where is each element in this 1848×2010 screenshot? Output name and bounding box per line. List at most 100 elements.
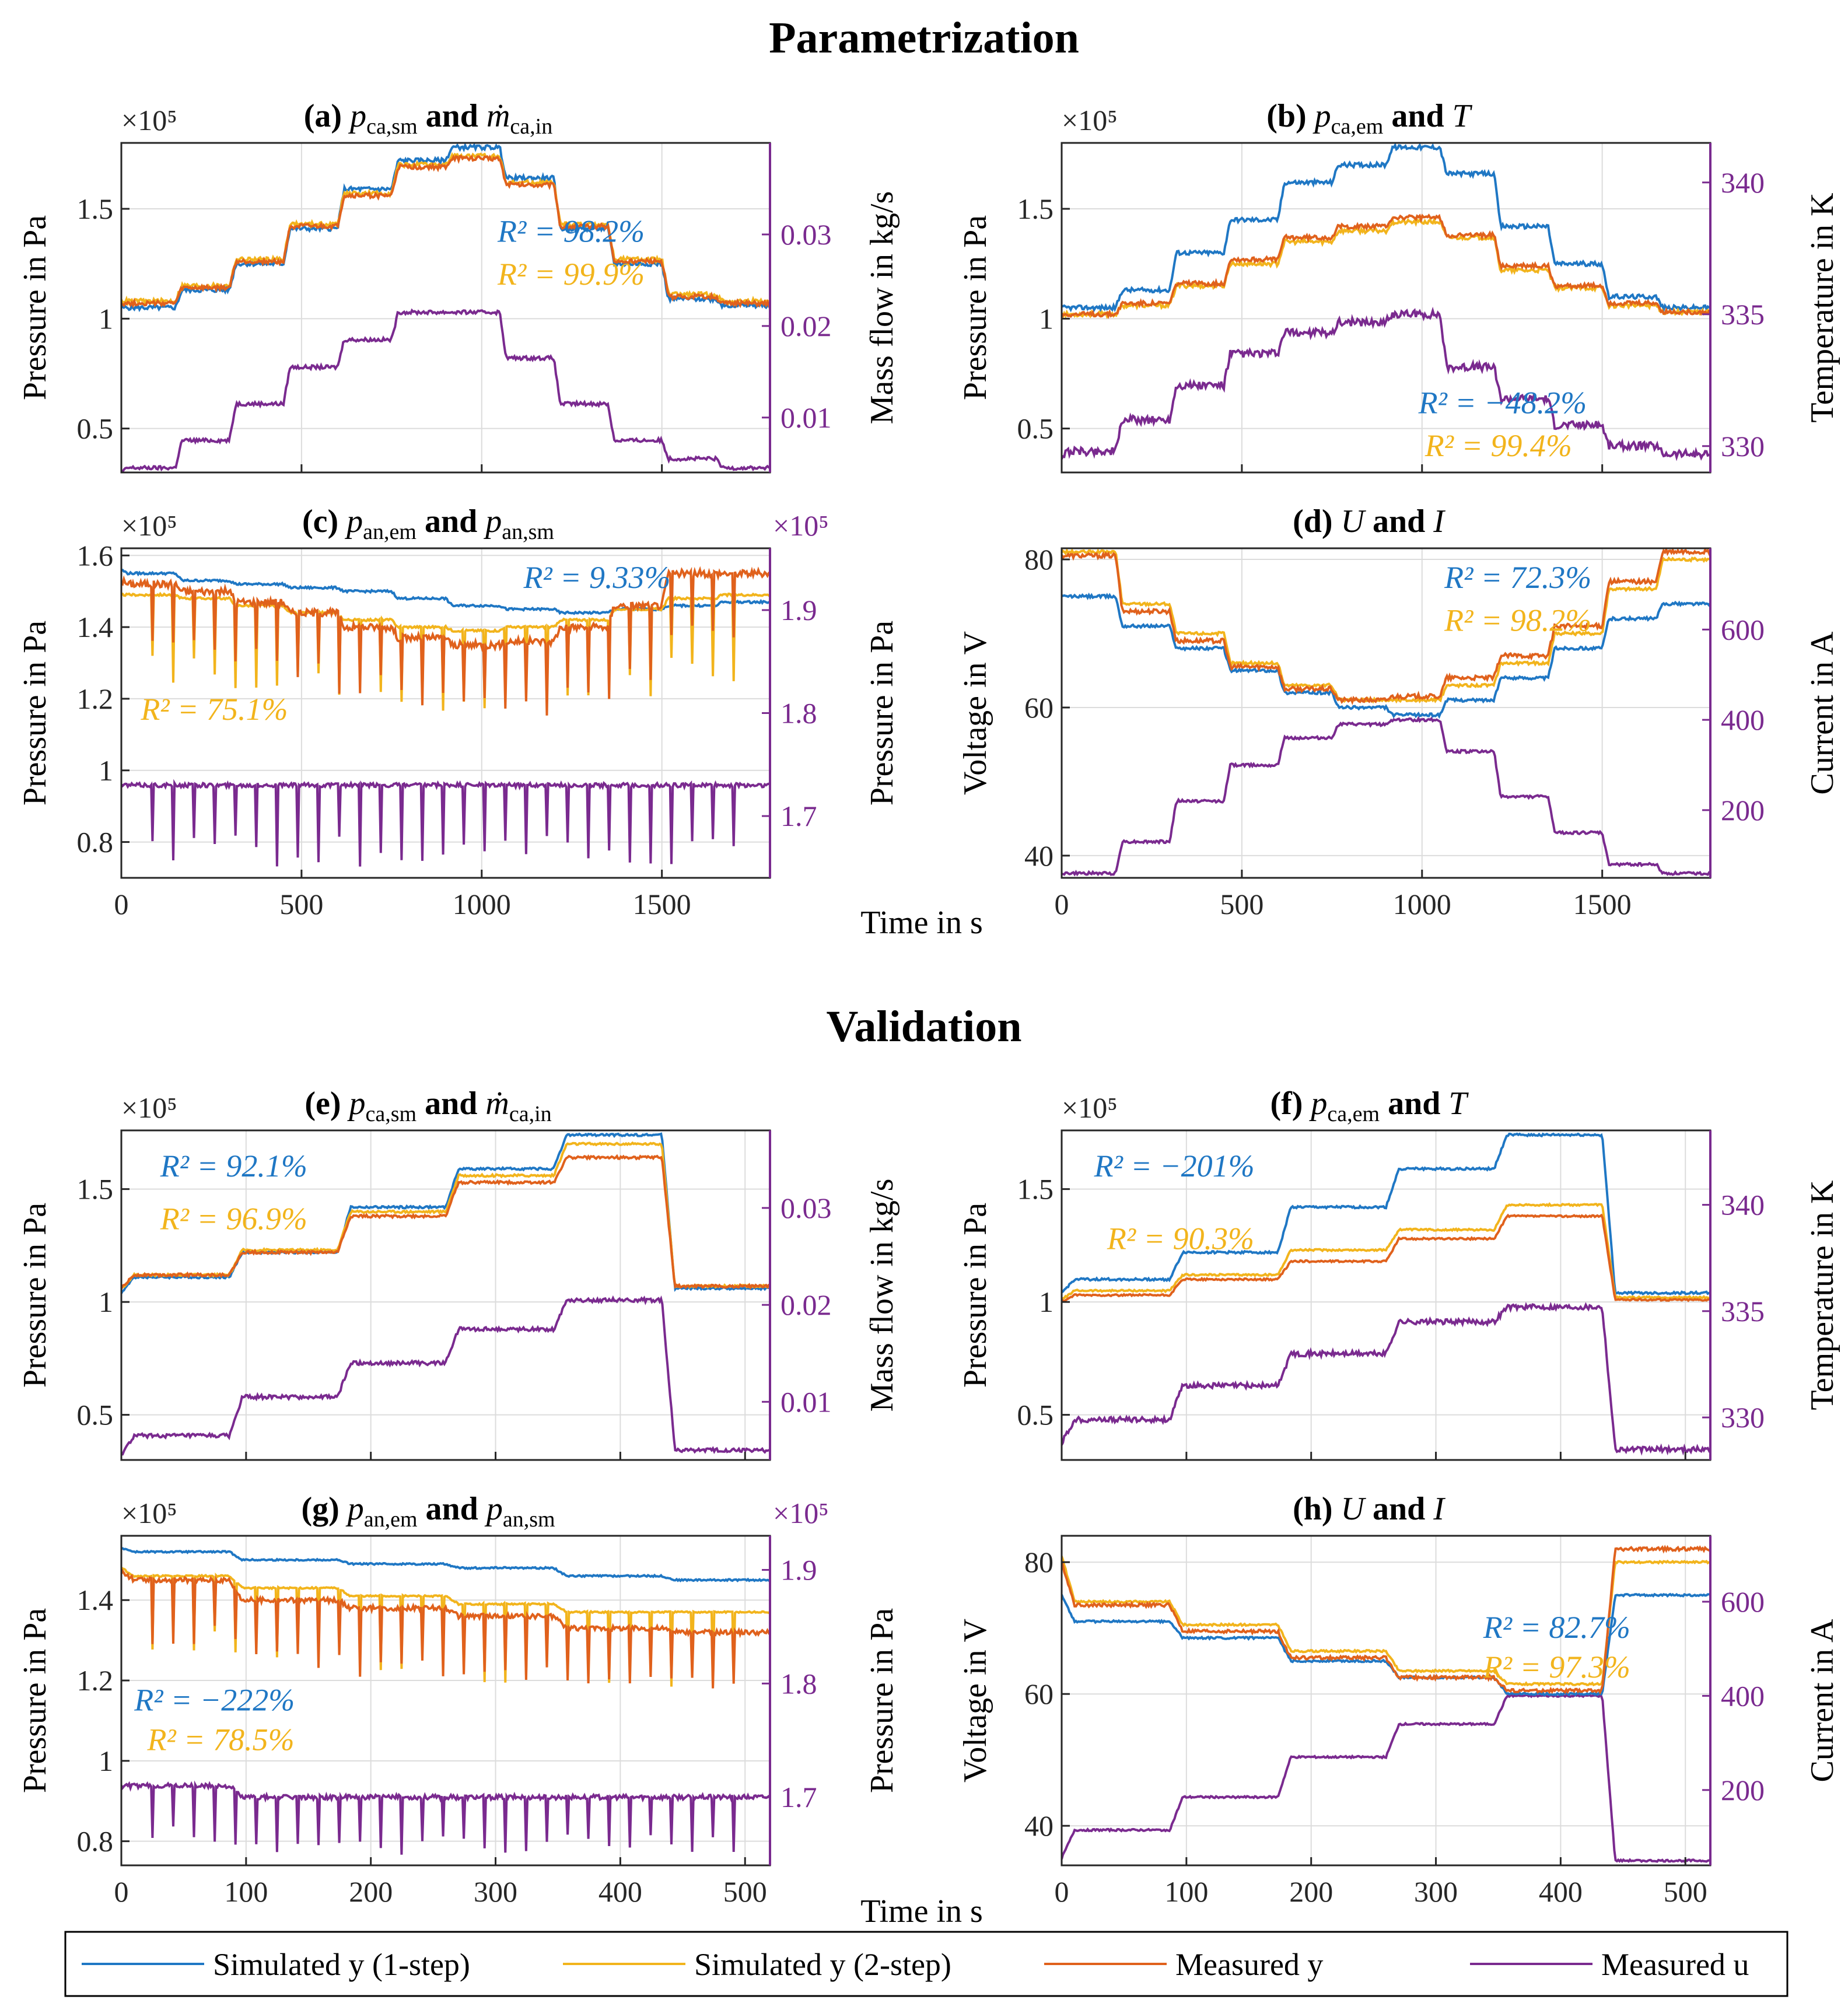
y-axis-label: Pressure in Pa — [957, 215, 993, 400]
y-axis-label: Pressure in Pa — [17, 1608, 53, 1793]
series-line-2 — [1062, 548, 1710, 706]
series-line-2 — [1062, 1213, 1710, 1303]
y-tick-label: 1.5 — [1017, 1173, 1054, 1206]
series-line-3 — [121, 308, 770, 472]
panel-b: 0.5 1 1.5 330 335 340 ×10⁵ Pressure in Pa Temper… — [957, 98, 1840, 474]
y-tick-label: 40 — [1024, 839, 1054, 872]
series-line-1 — [121, 1566, 770, 1687]
panel-h: 40 60 80 200 400 600 0 100 200 300 400 500 Voltage i… — [957, 1491, 1840, 1908]
panel-title: (f) pca,em and T — [1270, 1085, 1469, 1126]
r2-annotation: R² = −48.2% — [1418, 385, 1587, 420]
y-exponent: ×10⁵ — [1062, 1091, 1118, 1124]
y-axis-label: Voltage in V — [957, 1619, 993, 1783]
r2-annotation: R² = 72.3% — [1444, 560, 1591, 595]
series-line-1 — [121, 590, 770, 711]
y-tick-label: 1.5 — [77, 1173, 114, 1206]
y-tick-label: 1.6 — [77, 539, 114, 572]
y-tick-label-right: 1.7 — [780, 1781, 817, 1813]
x-tick-label: 200 — [1289, 1875, 1333, 1908]
x-tick-label: 100 — [224, 1875, 268, 1908]
y-tick-label-right: 335 — [1721, 298, 1765, 331]
y-tick-label: 1 — [99, 754, 113, 787]
y-axis-label-right: Pressure in Pa — [864, 1608, 900, 1793]
y-tick-label: 1.4 — [77, 1584, 114, 1616]
y-tick-label-right: 0.01 — [780, 401, 832, 434]
x-tick-label: 0 — [114, 888, 129, 920]
y-axis-label: Pressure in Pa — [17, 621, 53, 806]
x-tick-label: 0 — [114, 1875, 129, 1908]
panel-title: (a) pca,sm and ṁca,in — [304, 98, 552, 139]
panel-title: (e) pca,sm and ṁca,in — [304, 1085, 551, 1126]
panel-c: 0.8 1 1.2 1.4 1.6 1.7 1.8 1.9 0 500 1000 1500 ×10⁵ ×1… — [17, 503, 900, 920]
x-tick-label: 0 — [1055, 888, 1069, 920]
x-tick-label: 300 — [474, 1875, 517, 1908]
x-tick-label: 1000 — [453, 888, 511, 920]
y-tick-label: 0.5 — [1017, 412, 1054, 445]
y-tick-label: 1 — [1039, 302, 1054, 335]
y-axis-label-right: Pressure in Pa — [864, 621, 900, 806]
series-line-0 — [121, 1547, 770, 1582]
r2-annotation: R² = 99.4% — [1424, 428, 1572, 463]
y-tick-label: 1.5 — [1017, 192, 1054, 225]
series-line-0 — [1062, 1592, 1710, 1697]
panel-title: (b) pca,em and T — [1266, 98, 1472, 139]
y-tick-label: 1.2 — [77, 682, 114, 715]
x-tick-label: 1500 — [633, 888, 691, 920]
y-tick-label: 1 — [1039, 1286, 1054, 1318]
r2-annotation: R² = 96.9% — [160, 1202, 307, 1237]
y-tick-label: 1 — [99, 302, 113, 335]
r2-annotation: R² = 9.33% — [523, 560, 670, 595]
y-tick-label: 0.8 — [77, 1825, 114, 1858]
series-line-3 — [121, 1780, 770, 1855]
y-exponent: ×10⁵ — [1062, 104, 1118, 136]
series-line-0 — [1062, 1132, 1710, 1296]
x-tick-label: 1500 — [1573, 888, 1632, 920]
y-tick-label-right: 0.03 — [780, 1192, 832, 1224]
x-tick-label: 0 — [1055, 1875, 1069, 1908]
x-tick-label: 500 — [1220, 888, 1264, 920]
y-tick-label-right: 340 — [1721, 166, 1765, 199]
y-exponent: ×10⁵ — [121, 509, 177, 542]
x-tick-label: 100 — [1164, 1875, 1208, 1908]
y-axis-label: Pressure in Pa — [17, 1203, 53, 1388]
y-axis-label-right: Temperature in K — [1804, 192, 1840, 422]
r2-annotation: R² = 90.3% — [1107, 1221, 1254, 1256]
section-title-parametrization: Parametrization — [769, 13, 1079, 62]
y-exponent: ×10⁵ — [121, 1091, 177, 1124]
panel-g: 0.8 1 1.2 1.4 1.7 1.8 1.9 0 100 200 300 400 500 ×10⁵ ×… — [17, 1491, 900, 1908]
series-line-1 — [1062, 1202, 1710, 1301]
y-tick-label-right: 200 — [1721, 794, 1765, 827]
series-line-3 — [1062, 716, 1710, 877]
y-tick-label-right: 1.9 — [780, 1553, 817, 1586]
x-tick-label: 400 — [598, 1875, 642, 1908]
y-axis-label-right: Current in A — [1804, 1619, 1840, 1783]
series-line-1 — [121, 152, 770, 307]
y-tick-label-right: 600 — [1721, 613, 1765, 646]
shared-xlabel-top: Time in s — [860, 905, 983, 941]
y-tick-label-right: 1.9 — [780, 594, 817, 626]
plot-frame — [120, 142, 771, 474]
y-tick-label-right: 0.02 — [780, 1288, 832, 1321]
y-exponent-right: ×10⁵ — [773, 1497, 829, 1529]
r2-annotation: R² = 99.9% — [497, 257, 645, 292]
plot-frame — [1060, 142, 1712, 474]
y-tick-label-right: 400 — [1721, 1679, 1765, 1712]
series-line-2 — [121, 1568, 770, 1689]
y-tick-label-right: 1.7 — [780, 800, 817, 832]
panel-e: 0.5 1 1.5 0.01 0.02 0.03 ×10⁵ Pressure in Pa Mas… — [17, 1085, 900, 1461]
r2-annotation: R² = 98.2% — [497, 214, 645, 249]
r2-annotation: R² = 78.5% — [146, 1722, 294, 1757]
y-axis-label: Pressure in Pa — [957, 1203, 993, 1388]
y-tick-label: 0.5 — [77, 412, 114, 445]
y-axis-label-right: Temperature in K — [1804, 1180, 1840, 1410]
x-tick-label: 1000 — [1393, 888, 1451, 920]
y-tick-label: 40 — [1024, 1809, 1054, 1842]
x-tick-label: 500 — [279, 888, 323, 920]
panel-d: 40 60 80 200 400 600 0 500 1000 1500 Voltage in V C… — [957, 503, 1840, 920]
shared-xlabel-bottom: Time in s — [860, 1893, 983, 1930]
y-tick-label: 0.5 — [1017, 1399, 1054, 1431]
series-line-2 — [1062, 1545, 1710, 1695]
legend-label: Simulated y (2-step) — [694, 1947, 951, 1982]
panel-title: (d) U and I — [1293, 503, 1446, 540]
